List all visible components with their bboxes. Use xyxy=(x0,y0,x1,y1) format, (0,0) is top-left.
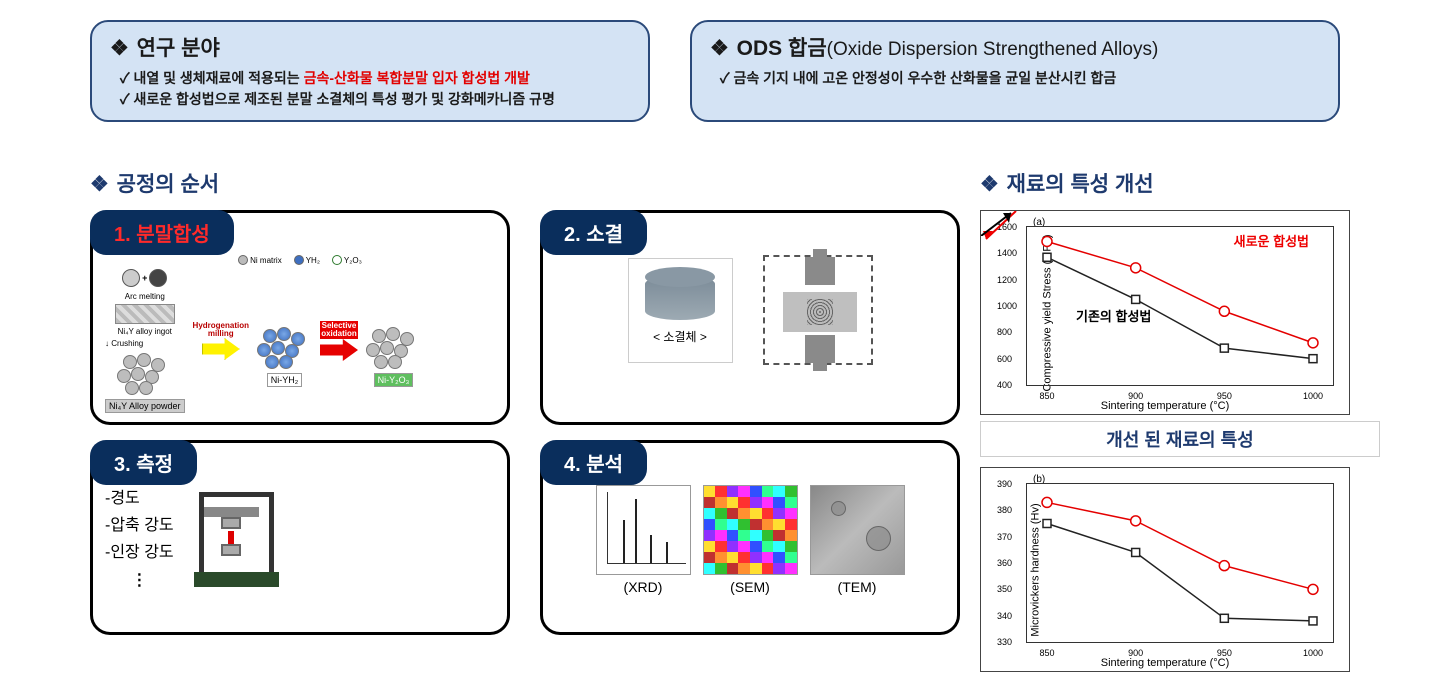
card2-tag: 2. 소결 xyxy=(540,210,647,255)
measurement-list: -경도 -압축 강도 -인장 강도 ⋮ xyxy=(105,485,174,594)
research-title: 연구 분야 xyxy=(137,37,220,60)
research-area-box: ❖ 연구 분야 내열 및 생체재료에 적용되는 금속-산화물 복합분말 입자 합… xyxy=(90,20,650,122)
improvement-title: ❖ 재료의 특성 개선 xyxy=(980,168,1380,198)
tem-image xyxy=(810,485,905,575)
card1-tag: 1. 분말합성 xyxy=(90,210,234,255)
synthesis-diagram: + Arc melting Ni₄Y alloy ingot ↓ Crushin… xyxy=(105,269,495,413)
research-bullet-2: 새로운 합성법으로 제조된 분말 소결체의 특성 평가 및 강화메카니즘 규명 xyxy=(120,89,630,110)
card-sintering: 2. 소결 < 소결체 > xyxy=(540,210,960,425)
sem-image xyxy=(703,485,798,575)
ods-bullet: 금속 기지 내에 고온 안정성이 우수한 산화물을 균일 분산시킨 합금 xyxy=(720,68,1320,89)
legend-new-method: 새로운 합성법 xyxy=(1234,231,1309,250)
ods-title-strong: ODS 합금 xyxy=(737,37,827,60)
improved-properties-label: 개선 된 재료의 특성 xyxy=(980,421,1380,457)
arrow-oxidation xyxy=(320,339,358,361)
synthesis-legend: Ni matrix YH₂ Y₂O₃ xyxy=(105,255,495,265)
ods-box: ❖ ODS 합금(Oxide Dispersion Strengthened A… xyxy=(690,20,1340,122)
card-powder-synthesis: 1. 분말합성 Ni matrix YH₂ Y₂O₃ + Arc melting… xyxy=(90,210,510,425)
card4-tag: 4. 분석 xyxy=(540,440,647,485)
process-title: ❖ 공정의 순서 xyxy=(90,168,960,198)
chart-compressive-yield: Compressive yield Stress (MPa) Sintering… xyxy=(980,210,1350,415)
hot-press-diagram xyxy=(763,255,873,365)
research-bullet-1: 내열 및 생체재료에 적용되는 금속-산화물 복합분말 입자 합성법 개발 xyxy=(120,68,630,89)
arrow-hydrogenation xyxy=(202,338,240,360)
card-measurement: 3. 측정 -경도 -압축 강도 -인장 강도 ⋮ xyxy=(90,440,510,635)
ods-title-sub: (Oxide Dispersion Strengthened Alloys) xyxy=(827,39,1159,60)
chart-microhardness: Microvickers hardness (Hv) Sintering tem… xyxy=(980,467,1350,672)
card-analysis: 4. 분석 (XRD) (SEM) xyxy=(540,440,960,635)
xrd-image xyxy=(596,485,691,575)
legend-old-method: 기존의 합성법 xyxy=(1076,306,1151,325)
card3-tag: 3. 측정 xyxy=(90,440,197,485)
sintered-pellet-photo: < 소결체 > xyxy=(628,258,733,363)
utm-diagram xyxy=(199,492,274,587)
